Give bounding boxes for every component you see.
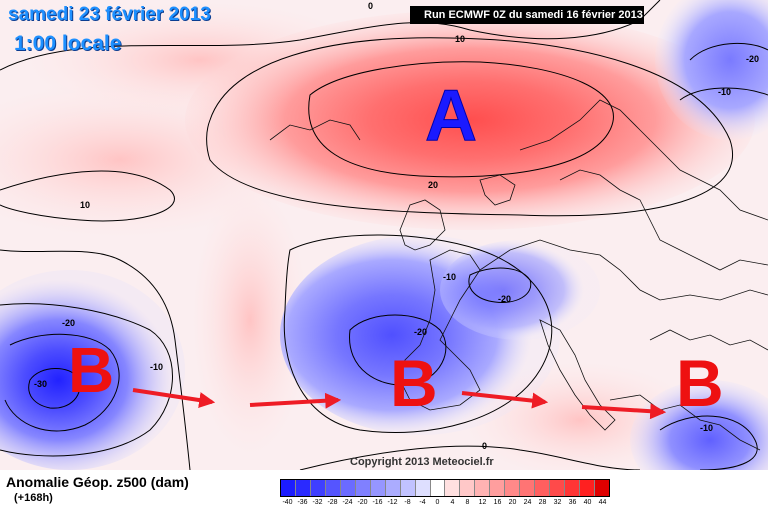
scale-swatch [400,480,416,496]
model-run-banner: Run ECMWF 0Z du samedi 16 février 2013 [410,6,644,24]
high-center-label: A [425,76,477,156]
low-center-label-west: B [68,334,114,406]
scale-tick-label: 44 [598,499,607,506]
copyright-notice: Copyright 2013 Meteociel.fr [350,456,494,468]
scale-swatch [535,480,551,496]
scale-swatch [325,480,341,496]
scale-swatch [475,480,491,496]
contour-label: -20 [62,318,75,328]
scale-swatch [490,480,506,496]
scale-tick-label: -36 [297,499,308,506]
scale-swatch [460,480,476,496]
scale-tick-label: -24 [342,499,353,506]
scale-swatch [430,480,446,496]
arrow-1 [132,388,216,408]
contour-label: 20 [428,180,438,190]
scale-swatch [295,480,311,496]
contour-label: -10 [718,87,731,97]
scale-swatch [565,480,581,496]
high-anomaly-zone [185,10,755,230]
contour-value-labels: 0 10 20 10 -20 -10 -20 -30 -10 -10 -20 -… [34,1,759,451]
scale-tick-label: -16 [372,499,383,506]
arrow-3 [461,391,549,409]
forecast-lead-time: (+168h) [14,492,53,504]
scale-swatch [385,480,401,496]
scale-tick-label: -8 [404,499,411,506]
scale-tick-label: -4 [419,499,426,506]
scale-swatch [281,480,296,496]
scale-swatch [550,480,566,496]
scale-tick-label: -32 [312,499,323,506]
scale-swatch [595,480,609,496]
coastlines [269,99,768,451]
color-scale-bar [280,479,610,497]
contour-label: -30 [34,379,47,389]
scale-swatch [445,480,461,496]
scale-swatch [310,480,326,496]
low-anomaly-southeast [630,380,768,470]
scale-tick-label: 36 [568,499,577,506]
scale-tick-label: -20 [357,499,368,506]
forecast-time: 1:00 locale [14,32,122,55]
scale-swatch [505,480,521,496]
forecast-date: samedi 23 février 2013 [8,4,211,25]
low-center-label-east: B [676,346,724,420]
contour-label: -10 [150,362,163,372]
flow-arrows [132,388,667,420]
scale-tick-label: 24 [523,499,532,506]
color-scale-ticks: -40 -36 -32 -28 -24 -20 -16 -12 -8 -4 0 4 8 12 16 20 24 2… [280,499,610,509]
scale-tick-label: 32 [553,499,562,506]
contour-label: -20 [498,294,511,304]
low-anomaly-northeast [655,0,768,140]
scale-tick-label: 12 [478,499,487,506]
contour-label: -20 [414,327,427,337]
scale-swatch [370,480,386,496]
scale-tick-label: -40 [282,499,293,506]
scale-swatch [580,480,596,496]
contour-label: -10 [700,423,713,433]
scale-swatch [520,480,536,496]
scale-swatch [355,480,371,496]
scale-tick-label: 8 [465,499,470,506]
contour-label: 0 [368,1,373,11]
legend-title: Anomalie Géop. z500 (dam) [6,474,189,490]
contour-label: -10 [443,272,456,282]
scale-tick-label: 0 [435,499,440,506]
weather-map: A B B B 0 10 20 10 -20 -10 -20 -30 -10 -… [0,0,768,470]
scale-tick-label: 40 [583,499,592,506]
arrow-4 [581,403,667,420]
low-anomaly-france [440,240,600,340]
scale-tick-label: -12 [387,499,398,506]
low-center-label-central: B [390,346,438,420]
positive-anomaly-mid [190,180,310,460]
scale-tick-label: 20 [508,499,517,506]
low-anomaly-west [0,270,185,470]
scale-swatch [340,480,356,496]
contour-lines [0,0,768,470]
scale-tick-label: -28 [327,499,338,506]
contour-label: -20 [746,54,759,64]
scale-tick-label: 28 [538,499,547,506]
scale-tick-label: 4 [450,499,455,506]
contour-label: 10 [455,34,465,44]
arrow-2 [249,392,342,409]
scale-tick-label: 16 [493,499,502,506]
contour-label: 0 [482,441,487,451]
scale-swatch [415,480,431,496]
contour-label: 10 [80,200,90,210]
